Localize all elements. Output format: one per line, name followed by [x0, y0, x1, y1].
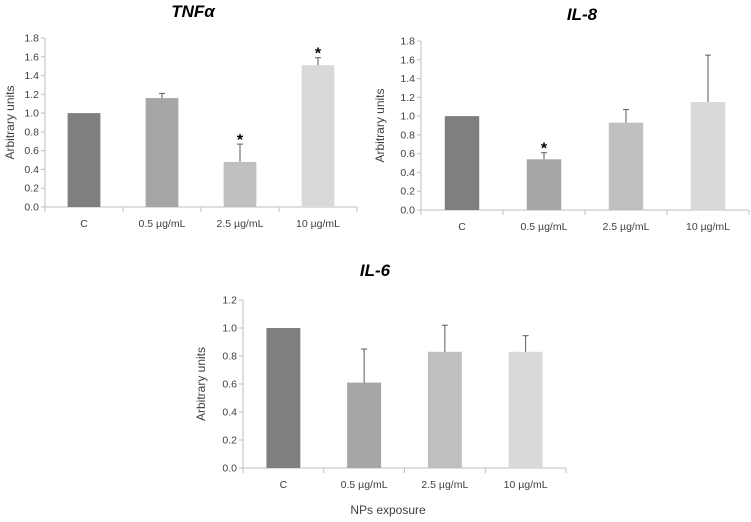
y-axis-label: Arbitrary units	[373, 88, 387, 162]
x-axis-label: NPs exposure	[350, 503, 426, 517]
bar	[427, 351, 462, 468]
x-tick-label: 2.5 µg/mL	[603, 221, 650, 233]
y-tick-label: 1.6	[400, 54, 415, 66]
x-tick-label: 10 µg/mL	[686, 221, 730, 233]
y-tick-label: 0.4	[24, 164, 39, 176]
chart-il8: IL-8 0.0 0.2 0.4 0.6 0.8 1.0 1.2 1.4 1.6 1.8 Arbit…	[373, 5, 750, 233]
bar	[67, 113, 101, 207]
bar	[301, 65, 335, 207]
y-tick-label: 0.6	[24, 145, 39, 157]
x-tick-label: C	[80, 218, 88, 230]
y-tick-label: 1.0	[24, 108, 39, 120]
x-tick-label: C	[280, 479, 288, 491]
y-tick-label: 0.4	[222, 407, 237, 419]
x-tick-label: 0.5 µg/mL	[521, 221, 568, 233]
chart-title: IL-8	[567, 5, 598, 24]
y-tick-label: 0.0	[24, 202, 39, 214]
bar	[508, 351, 543, 468]
x-tick-label: 0.5 µg/mL	[139, 218, 186, 230]
y-tick-label: 0.6	[222, 379, 237, 391]
x-tick-label: 2.5 µg/mL	[217, 218, 264, 230]
x-tick-label: 10 µg/mL	[504, 479, 548, 491]
chart-title: TNFα	[171, 2, 216, 21]
y-tick-label: 1.2	[400, 92, 415, 104]
chart-tnfa: TNFα 0.0 0.2 0.4 0.6 0.8 1.0 1.2 1.4 1.6 1.8 Arbit…	[3, 2, 358, 230]
y-tick-label: 0.2	[24, 183, 39, 195]
y-tick-label: 1.4	[400, 73, 415, 85]
bar	[347, 382, 382, 468]
y-tick-label: 0.6	[400, 148, 415, 160]
y-tick-label: 0.8	[400, 129, 415, 141]
y-tick-label: 1.0	[400, 111, 415, 123]
y-tick-label: 0.4	[400, 167, 415, 179]
y-tick-label: 0.8	[222, 351, 237, 363]
y-tick-label: 1.2	[222, 295, 237, 307]
bar	[444, 116, 480, 210]
y-tick-label: 0.2	[400, 186, 415, 198]
y-tick-label: 0.2	[222, 435, 237, 447]
y-tick-label: 1.8	[400, 36, 415, 48]
bar	[266, 328, 301, 468]
chart-title: IL-6	[360, 261, 391, 280]
bar	[526, 159, 562, 210]
bar	[145, 98, 179, 207]
x-tick-label: 2.5 µg/mL	[421, 479, 468, 491]
y-tick-label: 1.2	[24, 89, 39, 101]
bar	[608, 122, 644, 210]
y-tick-label: 1.6	[24, 51, 39, 63]
chart-il6: IL-6 NPs exposure 0.0 0.2 0.4 0.6 0.8 1.0 1.2 A…	[194, 261, 567, 517]
x-tick-label: 10 µg/mL	[296, 218, 340, 230]
x-tick-label: 0.5 µg/mL	[341, 479, 388, 491]
bar	[223, 161, 257, 207]
significance-marker: *	[315, 46, 322, 63]
bar	[690, 102, 726, 210]
significance-marker: *	[541, 141, 548, 158]
y-axis-label: Arbitrary units	[3, 85, 17, 159]
y-tick-label: 1.8	[24, 33, 39, 45]
y-tick-label: 0.0	[222, 463, 237, 475]
significance-marker: *	[237, 132, 244, 149]
y-tick-label: 0.8	[24, 126, 39, 138]
y-tick-label: 1.0	[222, 323, 237, 335]
y-tick-label: 1.4	[24, 70, 39, 82]
y-axis-label: Arbitrary units	[194, 347, 208, 421]
y-tick-label: 0.0	[400, 205, 415, 217]
x-tick-label: C	[458, 221, 466, 233]
